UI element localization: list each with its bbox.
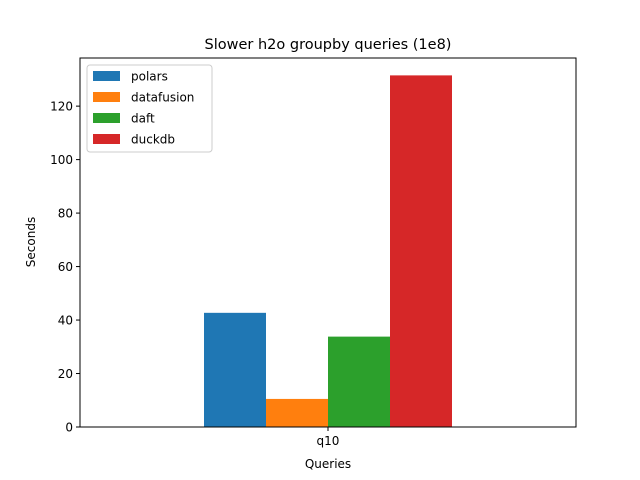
legend-label-datafusion: datafusion: [131, 91, 194, 105]
legend-swatch-duckdb: [93, 134, 120, 144]
y-tick-label: 0: [65, 421, 73, 435]
y-tick-label: 40: [58, 314, 73, 328]
y-tick-label: 80: [58, 207, 73, 221]
legend-label-duckdb: duckdb: [131, 133, 175, 147]
legend-swatch-datafusion: [93, 92, 120, 102]
legend-label-polars: polars: [131, 70, 168, 84]
legend-label-daft: daft: [131, 112, 155, 126]
bars-group: [204, 75, 452, 427]
y-tick-label: 20: [58, 367, 73, 381]
bar-datafusion-q10: [266, 398, 328, 427]
x-tick-label: q10: [317, 434, 340, 448]
y-tick-label: 120: [50, 100, 73, 114]
y-axis-label: Seconds: [24, 217, 38, 267]
chart-title: Slower h2o groupby queries (1e8): [205, 37, 452, 53]
legend-box: [86, 64, 213, 153]
y-tick-label: 60: [58, 260, 73, 274]
legend-swatch-daft: [93, 113, 120, 123]
bar-duckdb-q10: [390, 75, 452, 427]
legend-swatch-polars: [93, 71, 120, 81]
y-axis: 0 20 40 60 80 100 120: [50, 100, 80, 435]
legend: polars datafusion daft duckdb: [86, 64, 213, 153]
bar-daft-q10: [328, 336, 390, 427]
bar-polars-q10: [204, 312, 266, 427]
x-axis: q10: [317, 427, 340, 448]
x-axis-label: Queries: [305, 457, 351, 471]
legend-items: polars datafusion daft duckdb: [93, 70, 194, 147]
y-tick-label: 100: [50, 153, 73, 167]
